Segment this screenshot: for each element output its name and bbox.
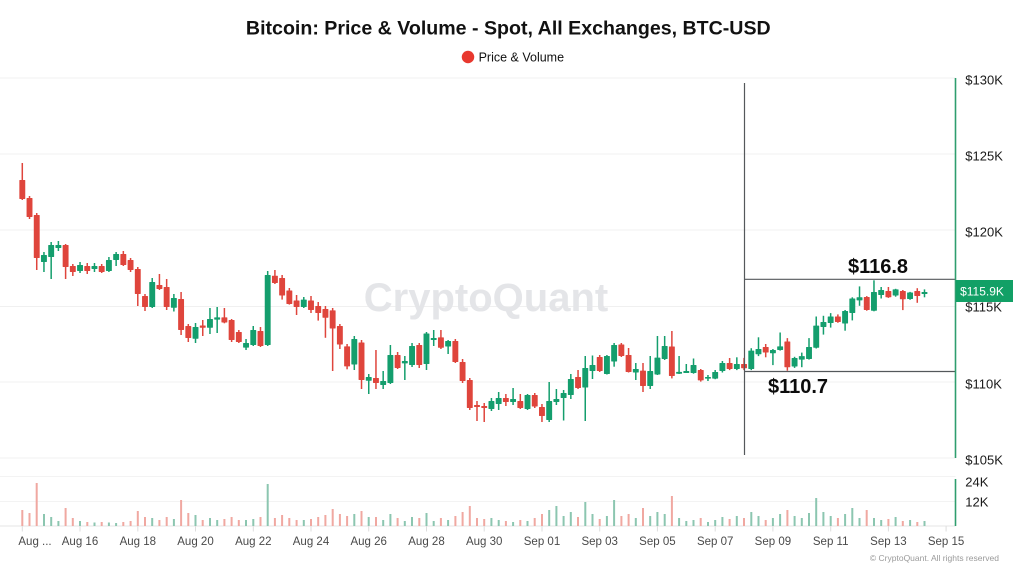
svg-text:Aug 20: Aug 20 [177,536,213,548]
svg-text:24K: 24K [965,475,988,490]
svg-text:$105K: $105K [965,453,1003,468]
svg-text:$115.9K: $115.9K [960,285,1004,299]
svg-text:Sep 15: Sep 15 [928,536,964,548]
svg-text:Aug ...: Aug ... [18,536,51,548]
svg-text:Sep 11: Sep 11 [813,536,849,548]
svg-text:Sep 03: Sep 03 [581,536,617,548]
svg-text:$110K: $110K [965,377,1002,392]
svg-text:$130K: $130K [965,73,1003,88]
svg-text:Aug 18: Aug 18 [120,536,156,548]
svg-text:Aug 24: Aug 24 [293,536,330,548]
svg-text:Aug 16: Aug 16 [62,536,98,548]
svg-text:$120K: $120K [965,225,1003,240]
svg-text:$125K: $125K [965,149,1003,164]
svg-text:$115K: $115K [965,300,1002,315]
svg-text:Sep 13: Sep 13 [870,536,906,548]
svg-text:Aug 22: Aug 22 [235,536,271,548]
svg-text:Price & Volume: Price & Volume [479,50,565,64]
svg-text:Sep 05: Sep 05 [639,536,675,548]
svg-text:CryptoQuant: CryptoQuant [364,276,608,320]
svg-text:Aug 26: Aug 26 [350,536,386,548]
svg-text:Sep 07: Sep 07 [697,536,733,548]
svg-text:Bitcoin: Price & Volume - Spot: Bitcoin: Price & Volume - Spot, All Exch… [246,18,771,40]
svg-text:Sep 01: Sep 01 [524,536,560,548]
svg-text:© CryptoQuant. All rights rese: © CryptoQuant. All rights reserved [870,553,999,563]
svg-text:Aug 30: Aug 30 [466,536,502,548]
svg-text:12K: 12K [965,495,988,510]
svg-text:$110.7: $110.7 [768,376,828,398]
svg-text:Aug 28: Aug 28 [408,536,444,548]
svg-text:$116.8: $116.8 [848,256,908,278]
svg-text:Sep 09: Sep 09 [755,536,791,548]
